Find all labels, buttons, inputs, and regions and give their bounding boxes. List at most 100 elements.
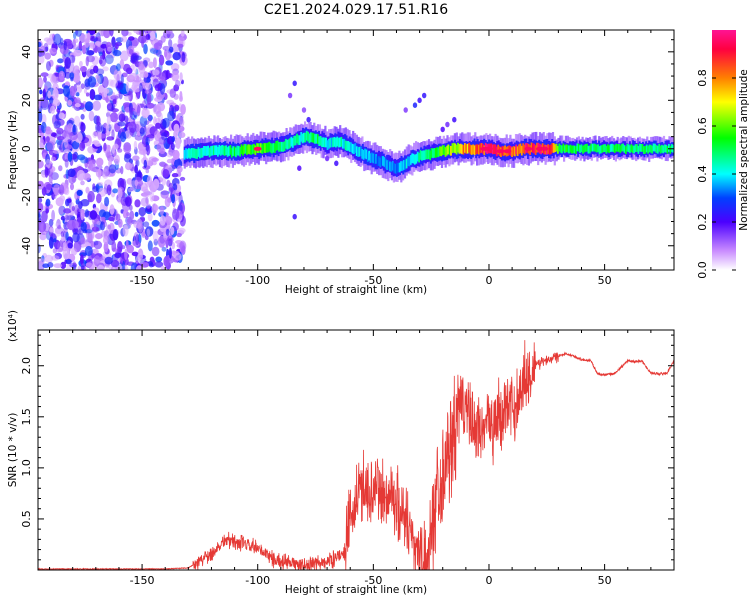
spectrogram-cell [75, 30, 82, 37]
spectrogram-cell [80, 221, 87, 232]
spectrogram-cell [63, 207, 71, 214]
spectrogram-cell [292, 213, 297, 220]
spectrogram-cell [663, 144, 666, 153]
spectrogram-cell [180, 30, 185, 37]
spectrogram-cell [341, 138, 344, 149]
spectrogram-cell [322, 137, 325, 147]
spectrogram-cell [398, 162, 401, 173]
spectrogram-cell [154, 130, 161, 142]
spectrogram-cell [533, 143, 536, 154]
spectrogram-cell [225, 145, 228, 155]
spectrogram-cell [297, 165, 302, 171]
spectrogram-cell [44, 254, 54, 263]
spectrogram-cell [80, 254, 84, 266]
spectrogram-cell [240, 144, 243, 155]
colorbar-ticks: 0.0 0.2 0.4 0.6 0.8 [696, 69, 736, 279]
y-tick-label: 20 [20, 93, 33, 107]
spectrogram-cell [76, 189, 83, 196]
spectrogram-cell [287, 139, 290, 149]
spectrogram-cell [38, 213, 42, 222]
spectrogram-cell [394, 163, 397, 174]
spectrogram-cell [77, 265, 82, 270]
spectrogram-cell [552, 143, 555, 153]
spectrogram-cell [261, 144, 264, 154]
spectrogram-cell [361, 149, 364, 159]
spectrogram-cell [218, 144, 221, 155]
spectrogram-cell [199, 148, 201, 159]
spectrogram-cell [237, 145, 240, 156]
spectrogram-cell [127, 216, 133, 226]
spectrogram-cell [85, 262, 93, 268]
spectrogram-cell [644, 145, 647, 154]
spectrogram-cell [271, 143, 273, 154]
spectrogram-cell [247, 144, 250, 154]
spectrogram-cell [119, 50, 129, 62]
spectrogram-cell [566, 144, 569, 153]
spectrogram-cell [582, 145, 584, 154]
spectrogram-cell [236, 145, 239, 156]
spectrogram-cell [91, 36, 99, 42]
spectrogram-cell [40, 98, 50, 111]
spectrogram-cell [652, 143, 655, 152]
spectrogram-cell [143, 221, 150, 228]
spectrogram-cell [118, 113, 126, 122]
y-tick-label: 0.5 [20, 510, 33, 528]
spectrogram-cell [355, 146, 358, 156]
snr-frame [37, 329, 675, 571]
spectrogram-cell [145, 168, 150, 174]
spectrogram-cell [623, 145, 626, 153]
spectrogram-cell [384, 158, 387, 169]
spectrogram-cell [103, 142, 107, 152]
spectrogram-cell [267, 142, 269, 153]
spectrogram-cell [179, 72, 183, 82]
spectrogram-cell [79, 141, 86, 152]
spectrogram-cell [159, 215, 166, 226]
spectrogram-cell [39, 89, 43, 95]
x-tick-label: 0 [485, 274, 492, 287]
spectrogram-cell [598, 146, 601, 154]
spectrogram-cell [89, 159, 96, 172]
spectrogram-cell [391, 160, 394, 171]
spectrogram-cell [50, 132, 57, 138]
spectrogram-cell [557, 145, 559, 154]
spectrogram-cell [171, 136, 175, 143]
spectrogram-cell [366, 152, 369, 162]
spectrogram-cell [315, 133, 318, 144]
spectrogram-cell [595, 144, 598, 153]
spectrogram-cell [129, 127, 135, 136]
spectrogram-cell [143, 188, 150, 198]
spectrogram-cell [321, 137, 323, 148]
spectrogram-cell [445, 121, 450, 128]
snr-panel: -150 -100 -50 0 50 0.5 1.0 1.5 2.0 Height of str… [7, 310, 675, 596]
spectrogram-cell [131, 53, 138, 63]
spectrogram-cell [185, 148, 187, 158]
spectrogram-cell [65, 231, 69, 241]
spectrogram-cell [262, 142, 265, 153]
spectrogram-cell [401, 161, 404, 171]
spectrogram-cell [286, 139, 289, 150]
spectrogram-cell [158, 54, 165, 66]
spectrogram-cell [457, 142, 459, 153]
spectrogram-cell [605, 145, 608, 154]
spectrogram-cell [45, 129, 53, 135]
spectrogram-cell [163, 215, 173, 226]
spectrogram-cell [139, 115, 148, 128]
spectrogram-cell [160, 265, 165, 270]
spectrogram-cell [268, 141, 271, 152]
spectrogram-cell [110, 95, 119, 100]
colorbar-tick-label: 0.2 [696, 213, 709, 231]
spectrogram-cell [103, 30, 111, 39]
spectrogram-cell [38, 258, 46, 264]
spectrogram-cell [179, 132, 186, 138]
spectrogram-cell [151, 246, 160, 257]
spectrogram-cell [375, 154, 377, 164]
spectrogram-cell [186, 149, 189, 159]
spectrogram-cell [43, 222, 50, 233]
spectrogram-cell [197, 147, 200, 157]
spectrogram-cell [555, 143, 558, 152]
spectrogram-cell [511, 147, 513, 157]
spectrogram-cell [441, 145, 444, 155]
spectrogram-cell [60, 236, 66, 242]
spectrogram-cell [631, 145, 634, 154]
spectrogram-cell [611, 143, 613, 152]
